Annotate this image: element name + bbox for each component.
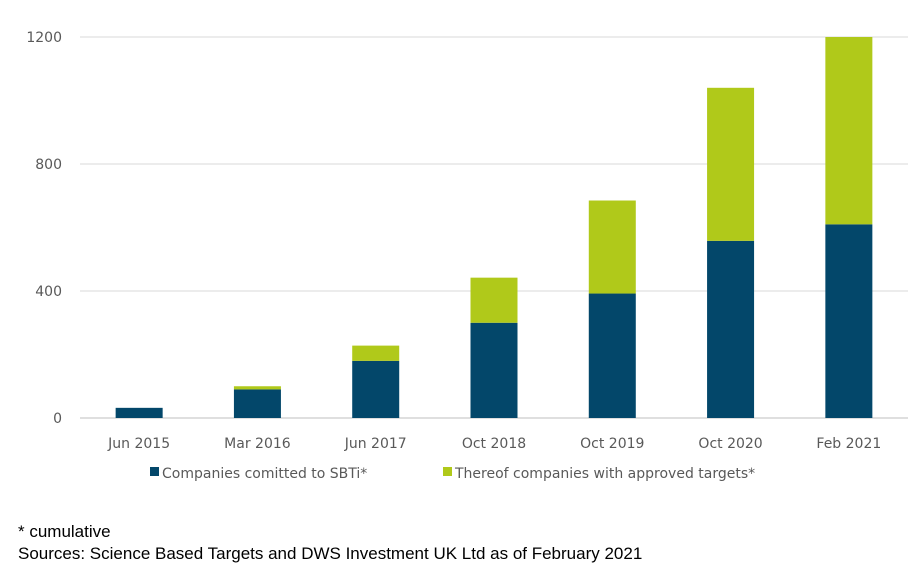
bar-segment-series-1 bbox=[233, 389, 281, 418]
y-axis-tick-labels: 0 400 800 1200 bbox=[26, 30, 62, 427]
y-tick-label: 0 bbox=[53, 411, 62, 427]
legend: Companies comitted to SBTi* Thereof compa… bbox=[150, 466, 755, 482]
legend-label: Thereof companies with approved targets* bbox=[454, 466, 755, 482]
y-tick-label: 400 bbox=[35, 284, 62, 300]
bars bbox=[115, 37, 873, 418]
x-tick-label: Oct 2019 bbox=[580, 436, 644, 452]
bar-segment-series-1 bbox=[470, 322, 518, 418]
bar-segment-series-2 bbox=[825, 37, 873, 225]
bar-segment-series-2 bbox=[233, 386, 281, 390]
bar-segment-series-1 bbox=[707, 240, 755, 418]
stacked-bar-chart: 0 400 800 1200 Jun 2015 Mar 2016 Jun 2017 Oct … bbox=[26, 30, 908, 482]
sources-note: Sources: Science Based Targets and DWS I… bbox=[18, 544, 643, 563]
legend-swatch bbox=[150, 467, 159, 476]
bar-segment-series-1 bbox=[825, 224, 873, 418]
bar-segment-series-1 bbox=[352, 360, 400, 418]
y-tick-label: 1200 bbox=[26, 30, 62, 46]
legend-swatch bbox=[443, 467, 452, 476]
x-tick-label: Jun 2015 bbox=[107, 436, 170, 452]
x-tick-label: Feb 2021 bbox=[816, 436, 881, 452]
x-axis-tick-labels: Jun 2015 Mar 2016 Jun 2017 Oct 2018 Oct 2019… bbox=[107, 436, 881, 452]
bar-segment-series-1 bbox=[588, 293, 636, 418]
x-tick-label: Oct 2018 bbox=[462, 436, 526, 452]
bar-segment-series-1 bbox=[115, 407, 163, 418]
cumulative-note: * cumulative bbox=[18, 522, 111, 541]
legend-label: Companies comitted to SBTi* bbox=[162, 466, 367, 482]
x-tick-label: Jun 2017 bbox=[344, 436, 407, 452]
y-tick-label: 800 bbox=[35, 157, 62, 173]
x-tick-label: Oct 2020 bbox=[698, 436, 762, 452]
bar-segment-series-2 bbox=[588, 200, 636, 294]
bar-segment-series-2 bbox=[707, 87, 755, 241]
bar-segment-series-2 bbox=[352, 345, 400, 361]
x-tick-label: Mar 2016 bbox=[224, 436, 291, 452]
bar-segment-series-2 bbox=[470, 277, 518, 323]
